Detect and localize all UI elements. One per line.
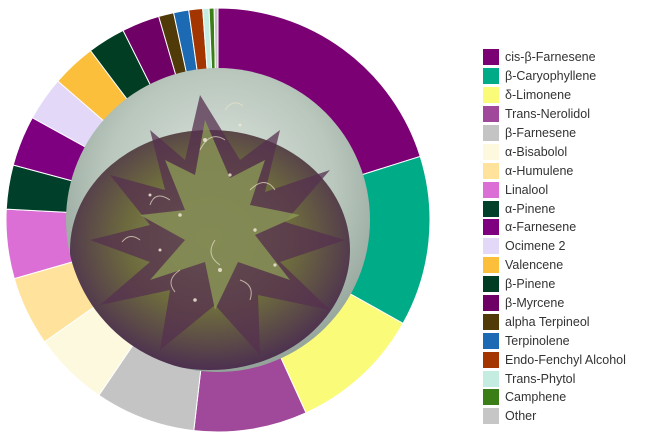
legend-item: α-Farnesene bbox=[483, 218, 626, 237]
legend-swatch bbox=[483, 49, 499, 66]
legend-item: Camphene bbox=[483, 388, 626, 407]
legend-item: Trans-Nerolidol bbox=[483, 105, 626, 124]
legend-label: Trans-Phytol bbox=[505, 371, 576, 386]
legend-swatch bbox=[483, 238, 499, 255]
legend-swatch bbox=[483, 125, 499, 141]
legend-label: β-Myrcene bbox=[505, 296, 565, 311]
legend-swatch bbox=[483, 332, 499, 349]
legend-swatch bbox=[483, 200, 499, 217]
legend-label: Linalool bbox=[505, 182, 549, 197]
legend-item: Ocimene 2 bbox=[483, 237, 626, 256]
legend-label: α-Bisabolol bbox=[505, 144, 568, 159]
legend-item: Valencene bbox=[483, 256, 626, 275]
legend-label: Camphene bbox=[505, 390, 567, 405]
legend-item: α-Humulene bbox=[483, 161, 626, 180]
legend-swatch bbox=[483, 351, 499, 368]
legend-label: Ocimene 2 bbox=[505, 239, 566, 254]
chart-legend: cis-β-Farnesene β-Caryophyllene δ-Limonene… bbox=[483, 48, 626, 426]
legend-item: β-Pinene bbox=[483, 275, 626, 294]
legend-label: alpha Terpineol bbox=[505, 314, 590, 329]
legend-swatch bbox=[483, 162, 499, 179]
legend-label: β-Pinene bbox=[505, 277, 556, 292]
legend-swatch bbox=[483, 370, 499, 387]
legend-item: Linalool bbox=[483, 180, 626, 199]
legend-swatch bbox=[483, 106, 499, 123]
legend-item: α-Bisabolol bbox=[483, 142, 626, 161]
legend-item: Terpinolene bbox=[483, 331, 626, 350]
legend-swatch bbox=[483, 257, 499, 274]
donut-slice-19 bbox=[213, 7, 219, 71]
legend-swatch bbox=[483, 87, 499, 104]
legend-label: α-Farnesene bbox=[505, 220, 577, 235]
legend-swatch bbox=[483, 313, 499, 330]
legend-item: β-Farnesene bbox=[483, 124, 626, 143]
legend-item: β-Myrcene bbox=[483, 294, 626, 313]
legend-label: β-Caryophyllene bbox=[505, 69, 597, 84]
legend-label: cis-β-Farnesene bbox=[505, 50, 596, 65]
center-photo bbox=[66, 68, 370, 372]
legend-item: alpha Terpineol bbox=[483, 312, 626, 331]
legend-item: α-Pinene bbox=[483, 199, 626, 218]
legend-label: Trans-Nerolidol bbox=[505, 107, 590, 122]
legend-swatch bbox=[483, 143, 499, 160]
legend-swatch bbox=[483, 276, 499, 293]
legend-item: δ-Limonene bbox=[483, 86, 626, 105]
legend-label: Endo-Fenchyl Alcohol bbox=[505, 352, 626, 367]
legend-swatch bbox=[483, 389, 499, 406]
legend-label: δ-Limonene bbox=[505, 88, 572, 103]
legend-label: Other bbox=[505, 409, 537, 424]
legend-label: Valencene bbox=[505, 258, 564, 273]
legend-swatch bbox=[483, 68, 499, 85]
legend-label: Terpinolene bbox=[505, 333, 570, 348]
legend-item: Other bbox=[483, 407, 626, 426]
legend-swatch bbox=[483, 408, 499, 425]
legend-swatch bbox=[483, 181, 499, 198]
legend-item: Endo-Fenchyl Alcohol bbox=[483, 350, 626, 369]
legend-item: β-Caryophyllene bbox=[483, 67, 626, 86]
legend-item: Trans-Phytol bbox=[483, 369, 626, 388]
legend-label: α-Humulene bbox=[505, 163, 574, 178]
legend-swatch bbox=[483, 295, 499, 312]
legend-item: cis-β-Farnesene bbox=[483, 48, 626, 67]
legend-swatch bbox=[483, 219, 499, 236]
legend-label: α-Pinene bbox=[505, 201, 556, 216]
legend-label: β-Farnesene bbox=[505, 126, 577, 140]
